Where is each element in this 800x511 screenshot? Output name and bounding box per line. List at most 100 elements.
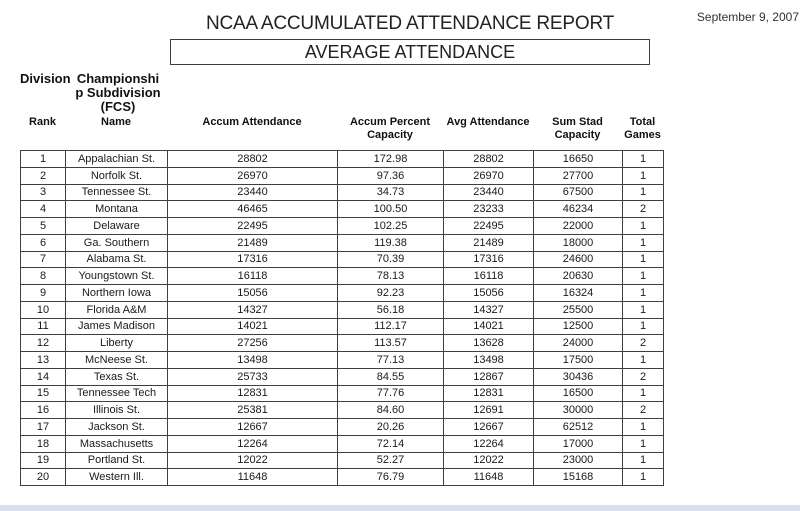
table-row: 2 Norfolk St. 26970 97.36 26970 27700 1 — [20, 166, 664, 185]
table-cell: 28802 — [443, 150, 534, 168]
table-cell: 21489 — [167, 233, 338, 252]
table-cell: 21489 — [443, 233, 534, 252]
table-cell: 15056 — [443, 284, 534, 302]
window-bottom-edge — [0, 505, 800, 511]
table-cell: 12022 — [443, 451, 534, 470]
table-cell: 16 — [20, 401, 66, 419]
table-cell: 15056 — [167, 284, 338, 302]
table-cell: 25381 — [167, 401, 338, 419]
table-cell: 14021 — [443, 317, 534, 336]
table-row: 11 James Madison 14021 112.17 14021 12500 1 — [20, 317, 664, 336]
table-cell: 1 — [622, 183, 664, 202]
table-cell: 27256 — [167, 334, 338, 352]
table-row: 16 Illinois St. 25381 84.60 12691 30000 2 — [20, 401, 664, 419]
table-cell: Delaware — [65, 217, 168, 235]
table-row: 19 Portland St. 12022 52.27 12022 23000 1 — [20, 451, 664, 470]
table-cell: 12867 — [443, 367, 534, 386]
page-title: NCAA ACCUMULATED ATTENDANCE REPORT — [205, 13, 615, 34]
attendance-table: 1 Appalachian St. 28802 172.98 28802 16650 1 2 N… — [20, 150, 664, 486]
table-cell: 97.36 — [337, 166, 444, 185]
table-cell: 26970 — [443, 166, 534, 185]
table-cell: Norfolk St. — [65, 166, 168, 185]
column-header-total-games: Total Games — [624, 116, 661, 141]
table-cell: 77.13 — [337, 351, 444, 369]
table-cell: 14327 — [167, 300, 338, 319]
table-cell: 113.57 — [337, 334, 444, 352]
table-cell: 77.76 — [337, 384, 444, 403]
table-cell: 1 — [622, 468, 664, 486]
table-cell: 23000 — [533, 451, 623, 470]
table-cell: 2 — [622, 334, 664, 352]
table-cell: 92.23 — [337, 284, 444, 302]
table-cell: 7 — [20, 250, 66, 269]
table-cell: 13498 — [443, 351, 534, 369]
table-cell: 26970 — [167, 166, 338, 185]
table-cell: 1 — [622, 351, 664, 369]
table-cell: 12022 — [167, 451, 338, 470]
table-cell: 100.50 — [337, 200, 444, 218]
table-cell: 18 — [20, 434, 66, 453]
table-cell: Massachusetts — [65, 434, 168, 453]
table-row: 12 Liberty 27256 113.57 13628 24000 2 — [20, 334, 664, 352]
table-cell: 12 — [20, 334, 66, 352]
table-cell: 15 — [20, 384, 66, 403]
table-cell: 14327 — [443, 300, 534, 319]
table-cell: 1 — [622, 317, 664, 336]
table-cell: 102.25 — [337, 217, 444, 235]
table-cell: 13498 — [167, 351, 338, 369]
table-cell: 12667 — [167, 418, 338, 436]
table-cell: 46234 — [533, 200, 623, 218]
table-row: 10 Florida A&M 14327 56.18 14327 25500 1 — [20, 300, 664, 319]
table-cell: 23440 — [443, 183, 534, 202]
table-cell: 25500 — [533, 300, 623, 319]
table-cell: 16118 — [443, 267, 534, 285]
table-cell: 12667 — [443, 418, 534, 436]
table-row: 1 Appalachian St. 28802 172.98 28802 16650 1 — [20, 150, 664, 168]
division-label: Division — [20, 71, 71, 86]
table-cell: Florida A&M — [65, 300, 168, 319]
subdivision-label: Championshi p Subdivision (FCS) — [75, 71, 161, 114]
table-cell: 20 — [20, 468, 66, 486]
column-header-avg-attendance: Avg Attendance — [446, 116, 530, 128]
column-header-accum-percent: Accum Percent Capacity — [349, 116, 431, 141]
table-cell: Tennessee St. — [65, 183, 168, 202]
table-cell: Jackson St. — [65, 418, 168, 436]
table-cell: 12264 — [167, 434, 338, 453]
table-cell: 1 — [622, 250, 664, 269]
table-cell: 3 — [20, 183, 66, 202]
table-cell: 1 — [622, 267, 664, 285]
table-cell: 84.60 — [337, 401, 444, 419]
table-cell: 119.38 — [337, 233, 444, 252]
table-cell: 12264 — [443, 434, 534, 453]
table-cell: 5 — [20, 217, 66, 235]
table-row: 4 Montana 46465 100.50 23233 46234 2 — [20, 200, 664, 218]
table-cell: 9 — [20, 284, 66, 302]
table-cell: 28802 — [167, 150, 338, 168]
table-row: 13 McNeese St. 13498 77.13 13498 17500 1 — [20, 351, 664, 369]
attendance-table-body: 1 Appalachian St. 28802 172.98 28802 16650 1 2 N… — [20, 150, 664, 486]
table-cell: 1 — [622, 284, 664, 302]
table-cell: 2 — [622, 401, 664, 419]
table-cell: 10 — [20, 300, 66, 319]
table-cell: 22495 — [443, 217, 534, 235]
table-cell: Tennessee Tech — [65, 384, 168, 403]
table-cell: 12500 — [533, 317, 623, 336]
table-cell: 20.26 — [337, 418, 444, 436]
table-cell: Youngstown St. — [65, 267, 168, 285]
table-cell: 16650 — [533, 150, 623, 168]
table-cell: 67500 — [533, 183, 623, 202]
column-header-rank: Rank — [29, 116, 56, 128]
table-cell: 30000 — [533, 401, 623, 419]
table-cell: 2 — [622, 200, 664, 218]
table-cell: 12691 — [443, 401, 534, 419]
table-cell: 1 — [622, 384, 664, 403]
table-cell: Ga. Southern — [65, 233, 168, 252]
table-cell: 23440 — [167, 183, 338, 202]
table-cell: 84.55 — [337, 367, 444, 386]
column-header-name: Name — [101, 116, 131, 128]
table-cell: 72.14 — [337, 434, 444, 453]
table-row: 5 Delaware 22495 102.25 22495 22000 1 — [20, 217, 664, 235]
table-cell: 46465 — [167, 200, 338, 218]
table-cell: James Madison — [65, 317, 168, 336]
table-cell: 112.17 — [337, 317, 444, 336]
